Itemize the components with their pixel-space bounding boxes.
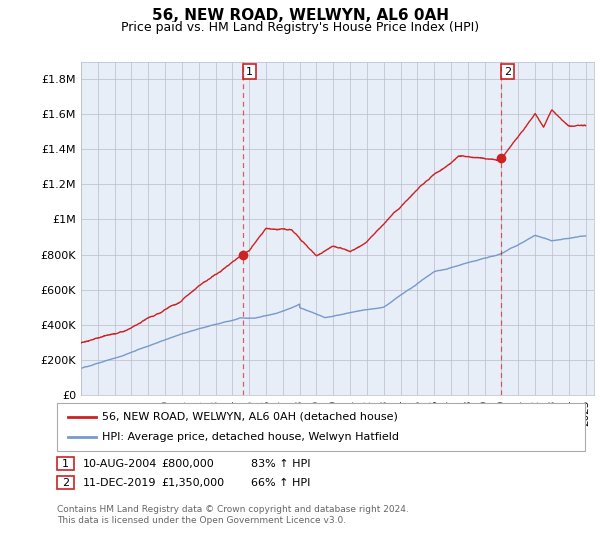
Text: 2: 2 <box>504 67 511 77</box>
Text: £1,350,000: £1,350,000 <box>161 478 224 488</box>
Text: £800,000: £800,000 <box>161 459 214 469</box>
Text: 11-DEC-2019: 11-DEC-2019 <box>83 478 156 488</box>
Text: 2: 2 <box>62 478 69 488</box>
Text: Contains HM Land Registry data © Crown copyright and database right 2024.
This d: Contains HM Land Registry data © Crown c… <box>57 505 409 525</box>
Text: 83% ↑ HPI: 83% ↑ HPI <box>251 459 310 469</box>
Text: Price paid vs. HM Land Registry's House Price Index (HPI): Price paid vs. HM Land Registry's House … <box>121 21 479 34</box>
Text: 10-AUG-2004: 10-AUG-2004 <box>83 459 157 469</box>
Text: 66% ↑ HPI: 66% ↑ HPI <box>251 478 310 488</box>
Text: 1: 1 <box>62 459 69 469</box>
Text: 56, NEW ROAD, WELWYN, AL6 0AH: 56, NEW ROAD, WELWYN, AL6 0AH <box>151 8 449 24</box>
Text: HPI: Average price, detached house, Welwyn Hatfield: HPI: Average price, detached house, Welw… <box>102 432 399 442</box>
Text: 56, NEW ROAD, WELWYN, AL6 0AH (detached house): 56, NEW ROAD, WELWYN, AL6 0AH (detached … <box>102 412 398 422</box>
Text: 1: 1 <box>246 67 253 77</box>
